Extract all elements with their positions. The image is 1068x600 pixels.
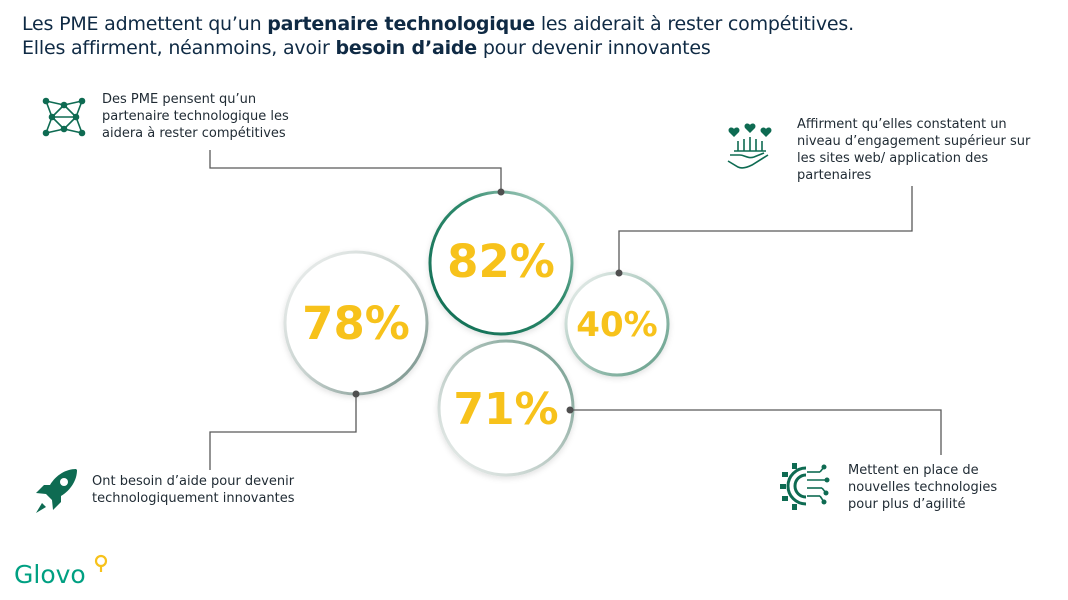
lightbulb-icon — [94, 554, 108, 572]
network-icon — [42, 97, 86, 137]
page-title: Les PME admettent qu’un partenaire techn… — [22, 12, 854, 60]
logo-text: Glovo — [14, 560, 86, 589]
gear-circuit-icon — [780, 463, 830, 510]
callout-help: Ont besoin d’aide pour devenir technolog… — [92, 474, 295, 506]
stat-value-82: 82% — [447, 235, 555, 288]
stat-value-71: 71% — [453, 384, 559, 435]
title-line2-c: pour devenir innovantes — [476, 37, 711, 59]
title-line1-b: partenaire technologique — [267, 13, 535, 35]
circle-71 — [437, 339, 575, 477]
rocket-icon — [36, 469, 77, 513]
title-line2-a: Elles affirment, néanmoins, avoir — [22, 37, 336, 59]
title-line1-a: Les PME admettent qu’un — [22, 13, 268, 35]
callout-engagement: Affirment qu’elles constatent un niveau … — [797, 117, 1031, 183]
callout-newtech: Mettent en place de nouvelles technologi… — [848, 463, 998, 512]
title-line2-b: besoin d’aide — [335, 37, 477, 59]
title-line1-c: les aiderait à rester compétitives. — [535, 13, 854, 35]
hand-hearts-icon — [727, 123, 772, 169]
stat-value-78: 78% — [302, 297, 410, 350]
callout-partner: Des PME pensent qu’un partenaire technol… — [102, 92, 289, 141]
glovo-logo: Glovo — [14, 554, 108, 589]
stat-value-40: 40% — [576, 305, 658, 345]
